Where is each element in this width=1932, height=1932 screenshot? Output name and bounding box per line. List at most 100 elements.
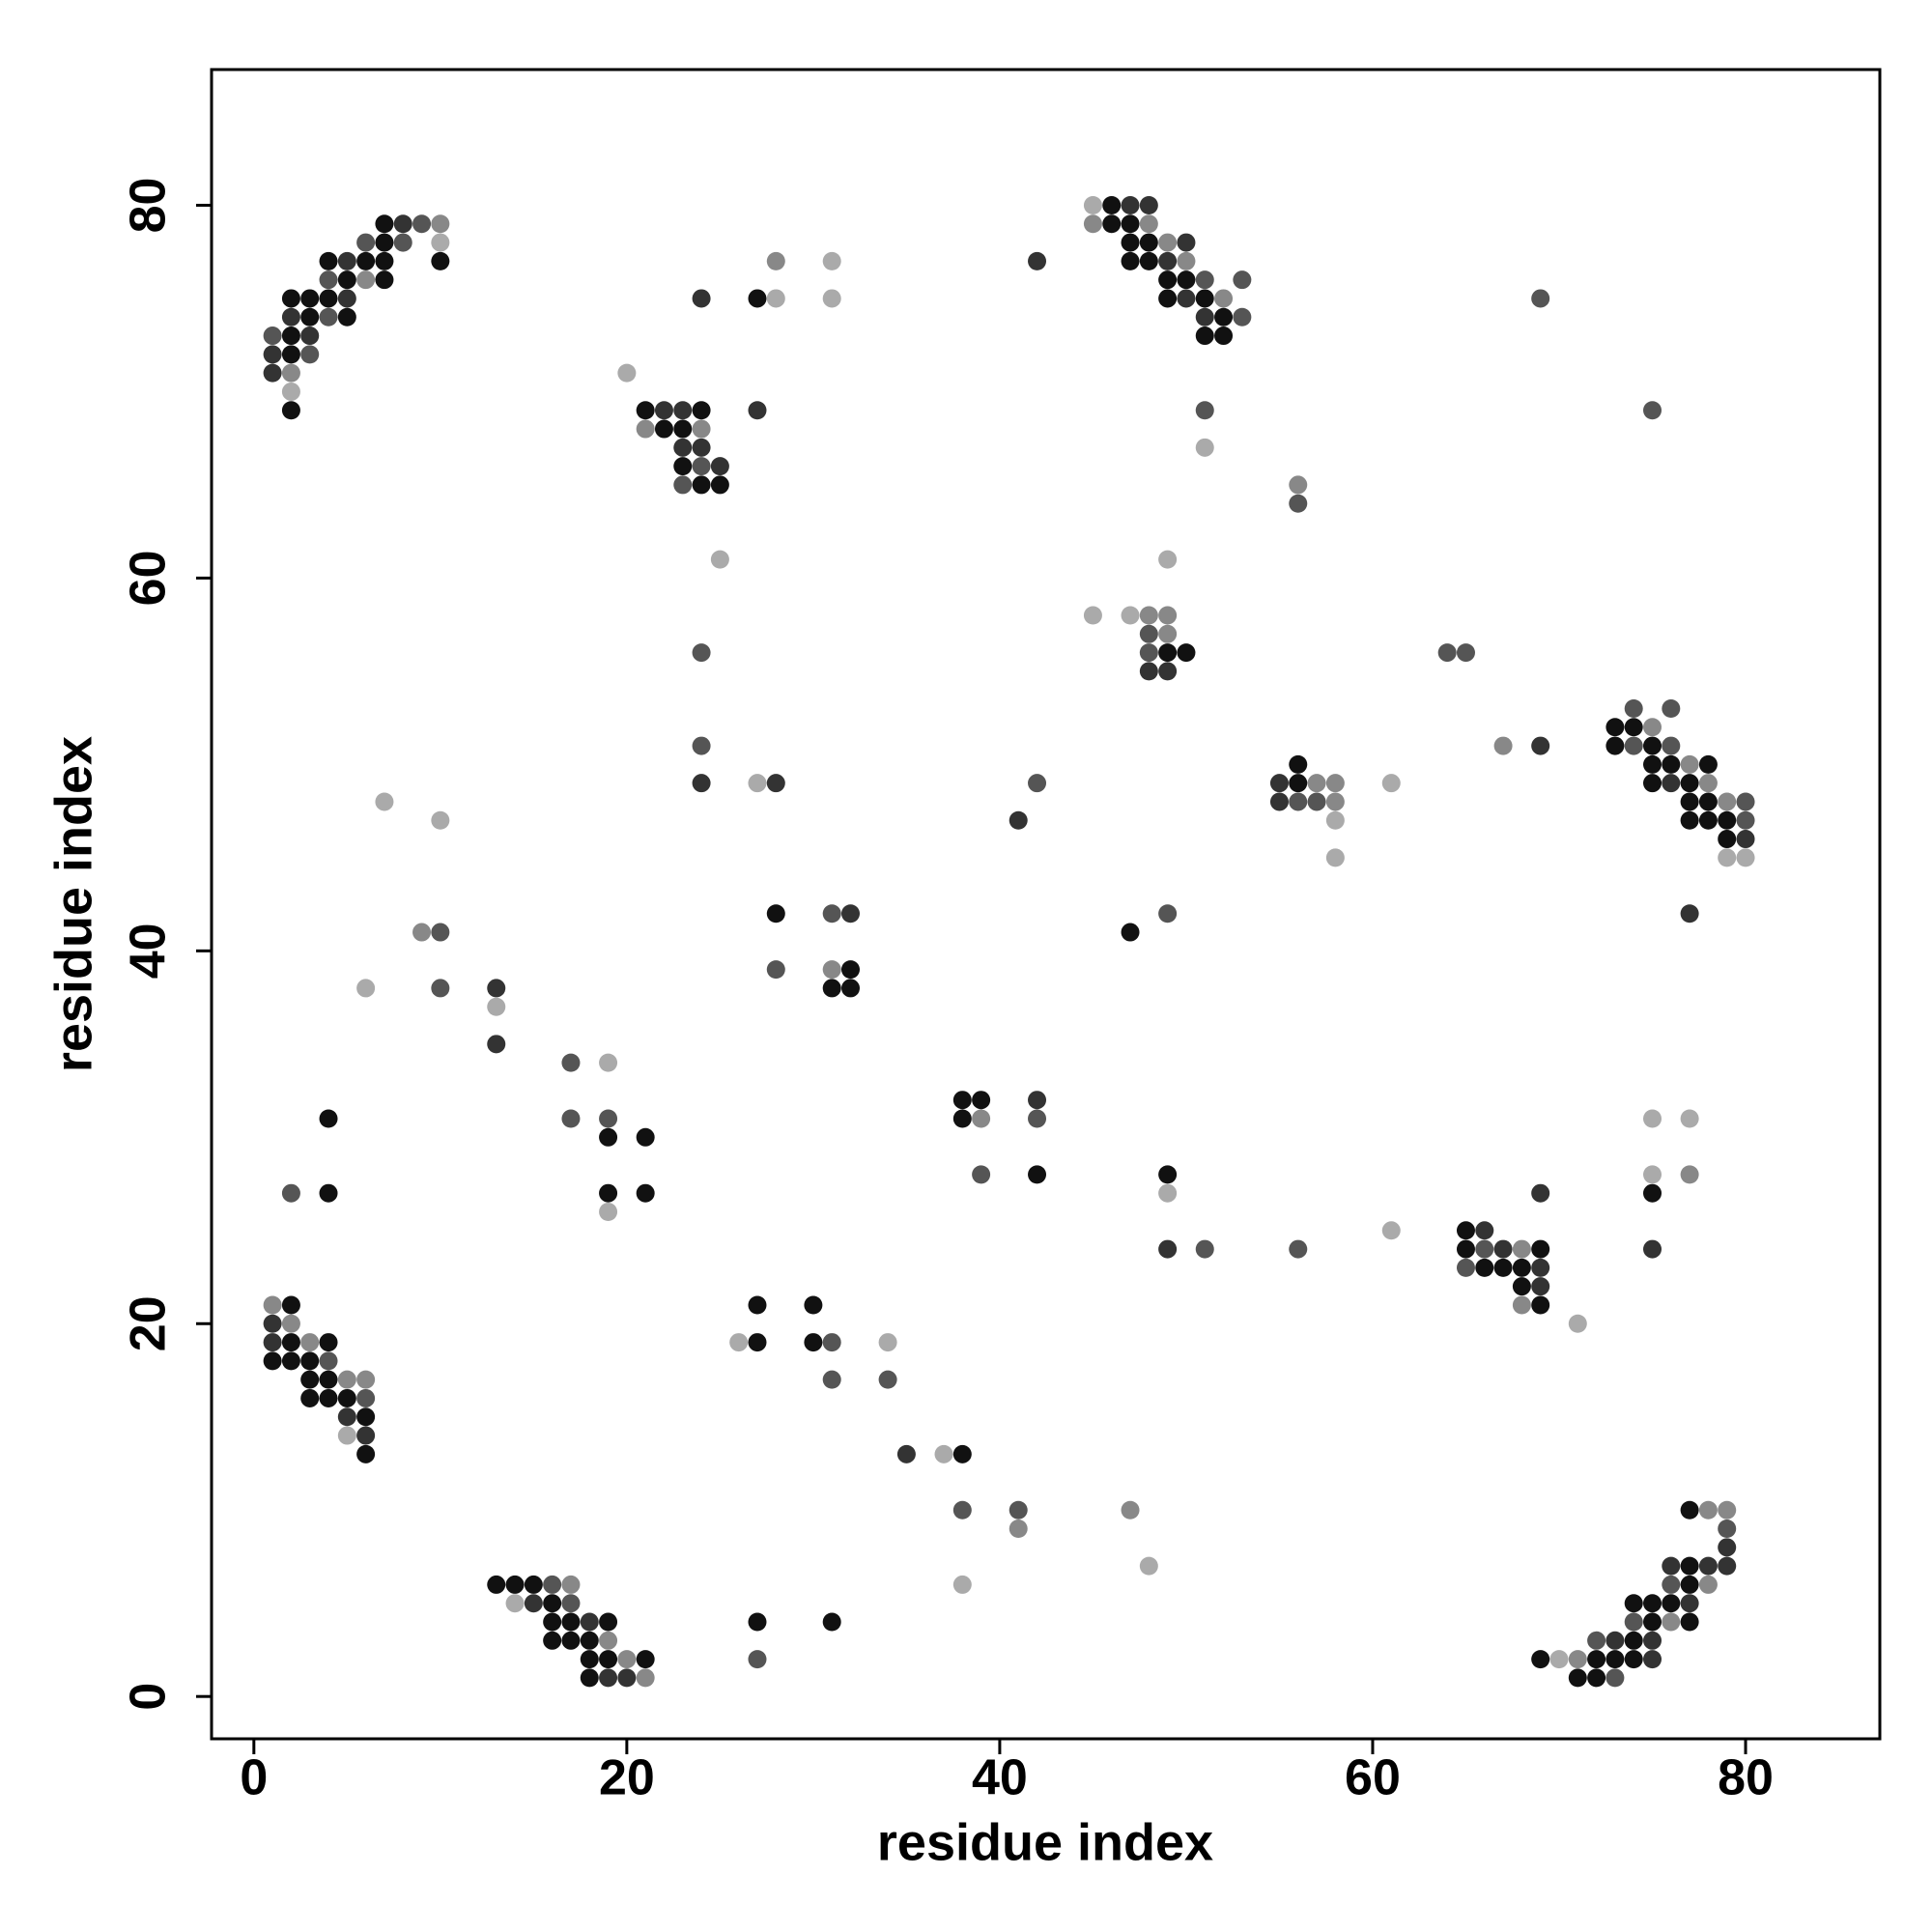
point: [1568, 1650, 1587, 1669]
point: [692, 736, 711, 755]
point: [1568, 1668, 1587, 1688]
point: [543, 1612, 562, 1632]
point: [1139, 195, 1158, 214]
point: [1680, 1165, 1699, 1184]
point: [1158, 550, 1178, 569]
point: [356, 1444, 376, 1463]
point: [748, 1333, 767, 1352]
point: [1195, 401, 1214, 420]
point: [1437, 643, 1457, 663]
point: [319, 1370, 338, 1389]
point: [356, 233, 376, 252]
point: [1680, 1500, 1699, 1520]
point: [636, 1127, 655, 1147]
point: [1643, 1109, 1662, 1128]
point: [1289, 475, 1308, 495]
point: [337, 270, 356, 290]
point: [431, 979, 450, 998]
point: [673, 419, 693, 439]
point: [1289, 754, 1308, 774]
point: [487, 1575, 506, 1594]
point: [617, 1668, 637, 1688]
point: [1158, 270, 1178, 290]
point: [356, 1426, 376, 1445]
point: [1121, 923, 1140, 942]
point: [692, 401, 711, 420]
point: [1121, 214, 1140, 234]
point: [896, 1444, 916, 1463]
point: [1718, 830, 1737, 849]
point: [692, 643, 711, 663]
y-axis-title: residue index: [44, 736, 102, 1072]
point: [1680, 810, 1699, 830]
point: [1643, 1183, 1662, 1203]
point: [1531, 1183, 1550, 1203]
point: [1269, 774, 1289, 793]
point: [766, 774, 785, 793]
point: [1475, 1239, 1494, 1259]
plot-frame: [210, 68, 1882, 1741]
point: [375, 792, 394, 811]
point: [1456, 1221, 1475, 1240]
point: [281, 363, 300, 383]
point: [972, 1165, 991, 1184]
point: [393, 233, 412, 252]
point: [748, 1295, 767, 1315]
point: [431, 923, 450, 942]
point: [748, 774, 767, 793]
point: [300, 345, 320, 364]
point: [1325, 848, 1345, 867]
point: [822, 1612, 841, 1632]
point: [263, 1295, 282, 1315]
point: [1195, 438, 1214, 457]
point: [487, 979, 506, 998]
point: [1643, 1239, 1662, 1259]
point: [263, 1333, 282, 1352]
x-tick-label: 0: [240, 1750, 268, 1806]
point: [822, 1370, 841, 1389]
point: [319, 1333, 338, 1352]
point: [1624, 1631, 1643, 1650]
point: [1289, 792, 1308, 811]
point: [1307, 774, 1326, 793]
point: [654, 419, 673, 439]
point: [1736, 810, 1755, 830]
point: [599, 1631, 618, 1650]
point: [617, 1650, 637, 1669]
point: [1139, 606, 1158, 625]
point: [766, 960, 785, 980]
point: [1624, 736, 1643, 755]
point: [1643, 736, 1662, 755]
point: [1698, 1500, 1718, 1520]
point: [692, 289, 711, 308]
point: [1680, 1575, 1699, 1594]
point: [1605, 718, 1625, 737]
point: [1139, 624, 1158, 643]
point: [319, 1183, 338, 1203]
point: [1121, 233, 1140, 252]
point: [1121, 606, 1140, 625]
point: [1680, 1594, 1699, 1613]
point: [375, 214, 394, 234]
point: [356, 1407, 376, 1427]
point: [356, 270, 376, 290]
point: [636, 419, 655, 439]
point: [1158, 606, 1178, 625]
point: [1121, 1500, 1140, 1520]
point: [1325, 810, 1345, 830]
point: [673, 457, 693, 476]
point: [263, 363, 282, 383]
point: [1680, 792, 1699, 811]
point: [375, 270, 394, 290]
point: [952, 1500, 972, 1520]
point: [431, 233, 450, 252]
point: [561, 1631, 581, 1650]
point: [1624, 718, 1643, 737]
point: [952, 1091, 972, 1110]
point: [487, 997, 506, 1016]
point: [1718, 1500, 1737, 1520]
y-tick-label: 20: [121, 1295, 177, 1351]
point: [1158, 904, 1178, 923]
point: [878, 1333, 897, 1352]
